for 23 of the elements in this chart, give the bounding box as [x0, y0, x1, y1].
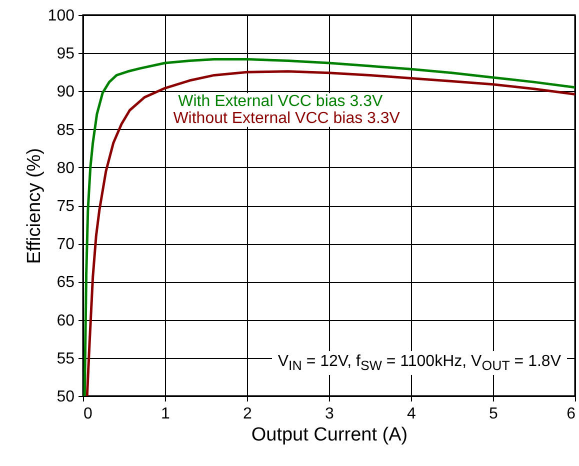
y-tick-label: 100 [48, 8, 75, 24]
y-tick-label: 95 [56, 46, 75, 63]
y-tick-label: 75 [56, 198, 75, 215]
y-tick-label: 60 [56, 312, 75, 330]
x-tick-label: 5 [489, 406, 498, 422]
annotation: V$_{IN}$ = 12V, f$_{SW}$ = 1100kHz, V$_{OUT}$ = 1.8V [272, 351, 567, 376]
x-axis-title: Output Current (A) [251, 424, 408, 446]
y-tick-label: 55 [56, 350, 75, 368]
y-tick-label: 90 [56, 84, 75, 101]
y-tick-label: 50 [56, 388, 75, 406]
x-tick-label: 6 [566, 406, 576, 422]
y-tick-label: 70 [56, 236, 75, 254]
x-tick-label: 0 [84, 406, 92, 422]
x-tick-label: 2 [243, 406, 252, 422]
series-label: With External VCC bias 3.3V [178, 93, 383, 110]
y-tick-label: 85 [56, 122, 75, 139]
x-tick-label: 1 [161, 406, 170, 422]
series-label: Without External VCC bias 3.3V [173, 110, 400, 127]
y-axis-title: Efficiency (%) [24, 148, 45, 264]
x-tick-label: 4 [407, 406, 416, 422]
y-tick-label: 80 [56, 160, 75, 177]
y-tick-label: 65 [56, 274, 75, 292]
x-tick-label: 3 [325, 406, 334, 422]
